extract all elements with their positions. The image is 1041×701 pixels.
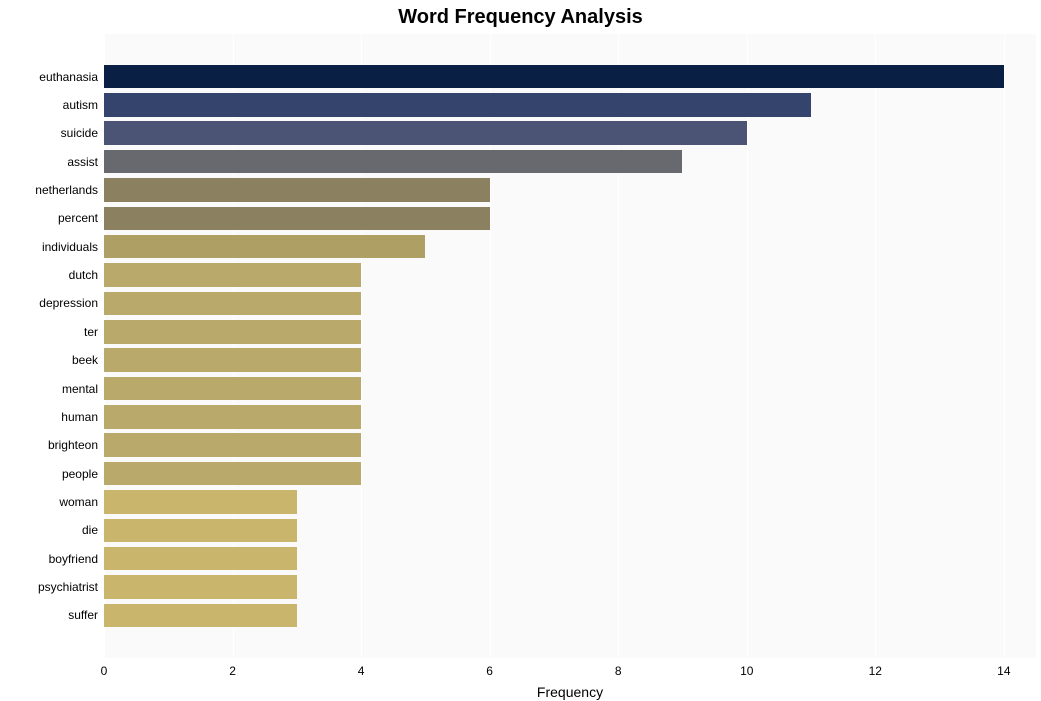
bar [104, 348, 361, 372]
y-tick-label: netherlands [35, 183, 98, 197]
bar [104, 235, 425, 259]
y-tick-label: mental [62, 382, 98, 396]
y-tick-label: percent [58, 211, 98, 225]
y-tick-label: woman [59, 495, 98, 509]
bar [104, 519, 297, 543]
y-tick-label: human [61, 410, 98, 424]
x-tick-label: 10 [740, 664, 753, 678]
bar [104, 263, 361, 287]
bar [104, 320, 361, 344]
x-tick-label: 12 [869, 664, 882, 678]
bar [104, 575, 297, 599]
y-tick-label: suicide [61, 126, 98, 140]
bar [104, 121, 747, 145]
bar [104, 377, 361, 401]
bar [104, 207, 490, 231]
chart-title: Word Frequency Analysis [0, 6, 1041, 29]
y-tick-label: brighteon [48, 438, 98, 452]
bar [104, 150, 682, 174]
x-tick-label: 14 [997, 664, 1010, 678]
bar [104, 405, 361, 429]
gridline [747, 34, 748, 658]
y-tick-label: people [62, 467, 98, 481]
gridline [1004, 34, 1005, 658]
bar [104, 93, 811, 117]
bar [104, 433, 361, 457]
bar [104, 292, 361, 316]
bar [104, 604, 297, 628]
y-tick-label: die [82, 523, 98, 537]
x-tick-label: 8 [615, 664, 622, 678]
y-tick-label: psychiatrist [38, 580, 98, 594]
y-tick-label: autism [63, 98, 98, 112]
y-tick-label: individuals [42, 240, 98, 254]
y-tick-label: depression [39, 296, 98, 310]
x-tick-label: 4 [358, 664, 365, 678]
y-tick-label: ter [84, 325, 98, 339]
y-tick-label: boyfriend [49, 552, 98, 566]
x-tick-label: 0 [101, 664, 108, 678]
bar [104, 547, 297, 571]
word-frequency-chart: Word Frequency Analysis Frequency 0 2 4 6 8 1… [0, 0, 1041, 701]
plot-area [104, 34, 1036, 658]
bar [104, 178, 490, 202]
y-tick-label: beek [72, 353, 98, 367]
y-tick-label: suffer [68, 608, 98, 622]
bar [104, 462, 361, 486]
y-tick-label: dutch [69, 268, 98, 282]
bar [104, 490, 297, 514]
gridline [875, 34, 876, 658]
x-axis-title: Frequency [104, 684, 1036, 700]
x-tick-label: 2 [229, 664, 236, 678]
x-tick-label: 6 [486, 664, 493, 678]
bar [104, 65, 1004, 89]
y-tick-label: euthanasia [39, 70, 98, 84]
y-tick-label: assist [67, 155, 98, 169]
